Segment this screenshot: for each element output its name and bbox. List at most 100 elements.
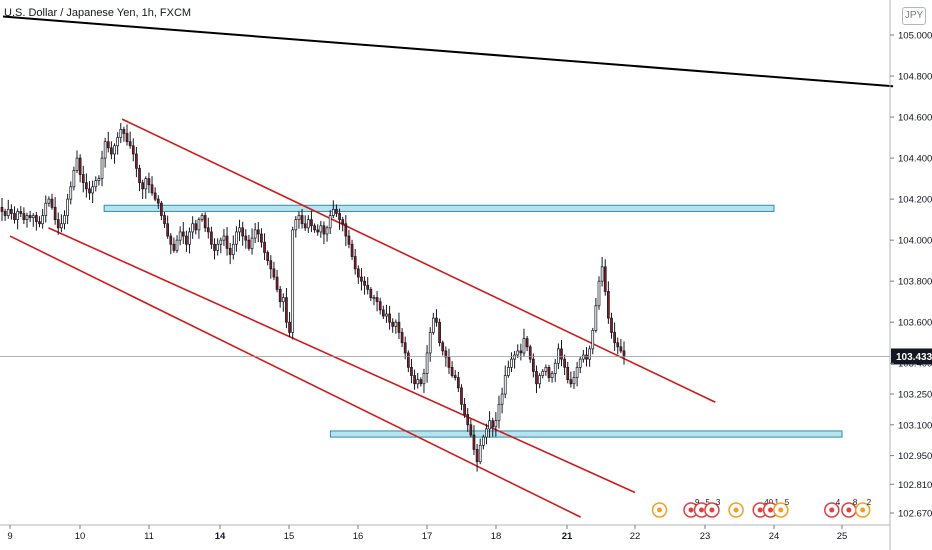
candle [97, 175, 101, 186]
candle-body [300, 215, 304, 225]
candle-body [344, 223, 348, 237]
candle-body [6, 209, 10, 216]
economic-event[interactable]: 8 [841, 498, 858, 518]
economic-event[interactable] [728, 502, 744, 518]
candle [522, 328, 526, 357]
candle [294, 216, 298, 238]
candle [250, 228, 254, 255]
candle-body [169, 235, 173, 245]
candle [266, 250, 270, 266]
candle-body [528, 346, 532, 360]
candle [485, 423, 488, 445]
symbol-title[interactable]: U.S. Dollar / Japanese Yen, 1h, FXCM [4, 7, 192, 19]
candle [466, 408, 470, 432]
candle [3, 208, 7, 221]
candle [81, 165, 85, 193]
long-trendline[interactable] [2, 15, 894, 88]
candle [428, 327, 432, 362]
candle [175, 235, 179, 253]
candle-body [422, 373, 426, 385]
candle-body [72, 170, 76, 188]
candle-body [228, 248, 232, 255]
candle-body [56, 219, 60, 229]
candle-body [413, 375, 416, 385]
candle [300, 208, 304, 229]
price-axis[interactable]: 105.000 104.800 104.600 104.400 104.200 104.0… [889, 0, 932, 550]
candle-body [210, 231, 213, 245]
candle [572, 370, 576, 389]
candle [31, 213, 35, 227]
event-count: 3 [716, 498, 721, 507]
candle [206, 217, 210, 239]
candle [263, 233, 266, 261]
candle [372, 294, 376, 306]
candle [369, 287, 373, 301]
economic-event[interactable] [651, 502, 668, 518]
candle [44, 195, 48, 223]
candle [22, 207, 26, 224]
candle-body [131, 145, 135, 155]
candle-body [494, 420, 498, 428]
candle [319, 220, 323, 238]
candle-body [319, 225, 323, 233]
candle [607, 281, 610, 324]
candle [60, 214, 63, 233]
candle-body [44, 202, 48, 216]
candle-body [303, 223, 307, 229]
x-tick-label: 24 [769, 531, 780, 542]
resistance-zone[interactable] [103, 204, 775, 212]
economic-event[interactable]: 3 [704, 498, 721, 518]
candle [172, 237, 176, 253]
candle [491, 417, 495, 437]
candle-body [450, 366, 454, 376]
candle-body [285, 297, 288, 323]
candle [600, 256, 604, 287]
lower-channel[interactable] [9, 235, 581, 518]
candle [378, 297, 382, 315]
candle [341, 216, 345, 232]
candle [550, 371, 554, 383]
middle-channel[interactable] [48, 227, 636, 494]
candle [135, 146, 138, 178]
event-count: 5 [785, 498, 790, 507]
candle-body [153, 192, 157, 200]
time-axis[interactable]: 9 10 11 14 15 16 17 18 21 22 23 24 25 [0, 524, 890, 542]
candle [385, 304, 388, 323]
candle-body [363, 280, 366, 286]
candle-body [541, 371, 545, 376]
event-dot [733, 507, 739, 513]
candle [122, 126, 126, 142]
y-tick-label: 104.000 [898, 236, 932, 247]
candle [406, 350, 410, 373]
economic-event[interactable]: 2 [854, 498, 872, 518]
candle-body [425, 352, 429, 374]
candle-body [500, 393, 504, 405]
candle-body [288, 321, 291, 333]
support-zone[interactable] [329, 430, 843, 438]
candle [28, 211, 32, 223]
candle-body [594, 305, 598, 331]
economic-event[interactable]: 4 [824, 498, 841, 518]
economic-event[interactable]: 9 [683, 498, 700, 518]
candle [297, 211, 301, 229]
candle [291, 226, 295, 340]
candle-body [88, 188, 91, 194]
candle [519, 343, 523, 361]
candle-body [31, 215, 35, 218]
candle-body [275, 276, 279, 290]
candle [325, 225, 329, 242]
candle [13, 206, 16, 224]
candle-body [313, 225, 316, 231]
candle [463, 397, 466, 418]
currency-badge[interactable]: JPY [902, 7, 926, 25]
candle-body [310, 219, 313, 227]
candle [603, 259, 607, 296]
upper-channel[interactable] [121, 118, 716, 403]
candle-body [175, 239, 179, 251]
candle [453, 370, 457, 381]
candle [16, 208, 19, 230]
candle [269, 255, 273, 279]
candle-body [400, 332, 404, 344]
economic-event[interactable]: 5 [773, 498, 790, 518]
